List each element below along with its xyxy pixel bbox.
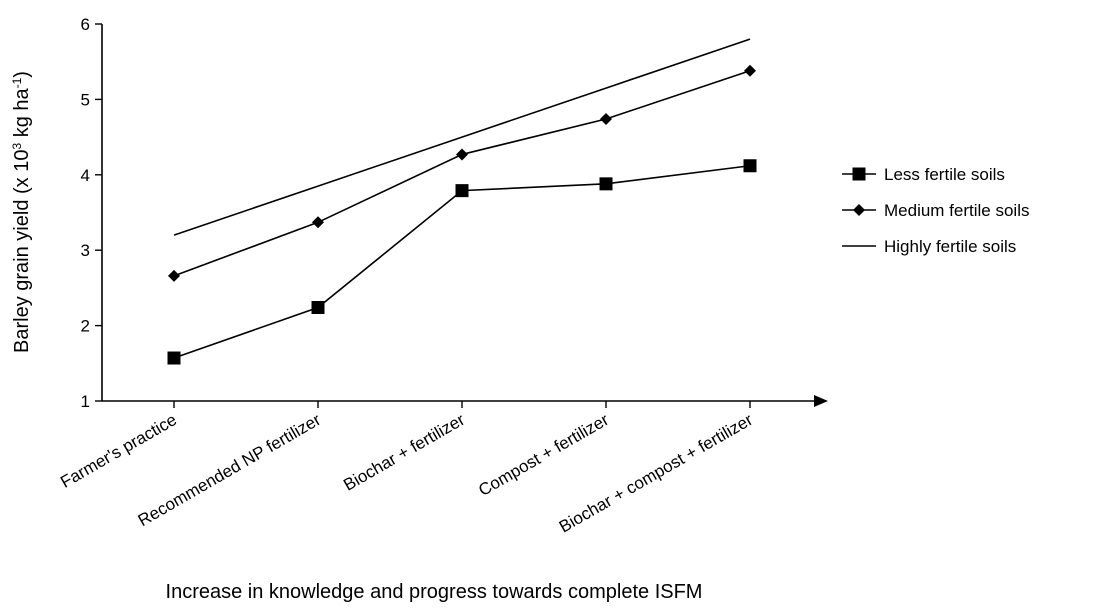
series-layer xyxy=(167,38,757,365)
data-point-square xyxy=(455,184,469,198)
legend-marker-diamond xyxy=(853,204,865,216)
legend-item: Highly fertile soils xyxy=(842,237,1016,256)
data-point-square xyxy=(311,301,325,315)
legend-label: Medium fertile soils xyxy=(884,201,1030,220)
y-tick-label: 3 xyxy=(81,241,90,260)
data-point-square xyxy=(599,177,613,191)
y-ticks: 1 2 3 4 5 6 xyxy=(81,15,102,411)
data-point-square xyxy=(743,159,757,173)
y-tick-label: 4 xyxy=(81,166,90,185)
legend-item: Less fertile soils xyxy=(842,165,1005,184)
x-category-label: Farmer's practice xyxy=(57,410,180,492)
series-2 xyxy=(168,64,756,282)
series-3 xyxy=(173,38,751,236)
data-point-diamond xyxy=(168,269,180,282)
y-tick-label: 2 xyxy=(81,317,90,336)
y-axis-title-sup1: 3 xyxy=(10,143,24,150)
y-tick-label: 6 xyxy=(81,15,90,34)
x-category-label: Biochar + fertilizer xyxy=(340,410,468,495)
legend-item: Medium fertile soils xyxy=(842,201,1030,220)
series-line xyxy=(173,38,751,236)
data-point-diamond xyxy=(744,64,756,77)
legend-label: Highly fertile soils xyxy=(884,237,1016,256)
data-point-diamond xyxy=(312,216,324,229)
y-tick-label: 1 xyxy=(81,392,90,411)
y-axis: 1 2 3 4 5 6 xyxy=(81,15,103,411)
data-point-square xyxy=(167,351,181,365)
x-axis-arrow-icon xyxy=(814,395,828,407)
series-1 xyxy=(167,159,757,365)
data-point-diamond xyxy=(600,113,612,126)
x-category-label: Compost + fertilizer xyxy=(475,410,612,500)
y-tick-label: 5 xyxy=(81,90,90,109)
x-axis-title: Increase in knowledge and progress towar… xyxy=(166,581,703,603)
y-axis-title-sup2: -1 xyxy=(10,77,24,88)
series-line xyxy=(173,69,751,277)
legend-label: Less fertile soils xyxy=(884,165,1005,184)
legend-marker-square xyxy=(852,167,866,181)
legend: Less fertile soils Medium fertile soils Hi… xyxy=(842,165,1030,256)
data-point-diamond xyxy=(456,148,468,161)
y-axis-title: Barley grain yield (x 103 kg ha-1) xyxy=(10,71,33,353)
